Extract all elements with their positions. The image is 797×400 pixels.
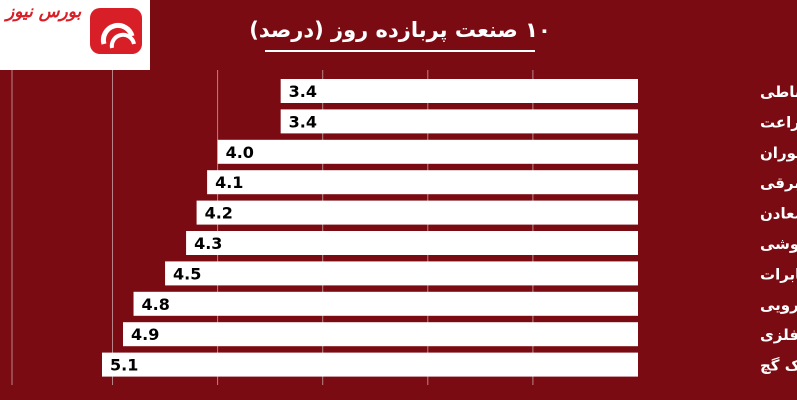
category-label: زراعت: [760, 113, 797, 131]
brand-logo: بورس نیوز: [0, 0, 150, 70]
category-label: هتل و رستوران: [760, 144, 797, 162]
title-underline: [265, 50, 535, 52]
bar: [196, 200, 638, 225]
logo-text: بورس نیوز: [6, 2, 82, 22]
bar: [280, 79, 638, 103]
data-label: 4.0: [226, 143, 254, 162]
data-label: 4.8: [142, 295, 170, 314]
logo-mark: [90, 8, 142, 54]
bar: [133, 291, 638, 316]
bar: [165, 261, 638, 286]
data-label: 3.4: [289, 82, 317, 101]
category-label: دارویی: [760, 296, 797, 314]
category-label: عمده فروشی: [760, 235, 797, 253]
bar: [280, 109, 638, 134]
data-label: 3.4: [289, 112, 317, 131]
bar: [207, 170, 639, 195]
category-label: کانی غیر فلزی: [760, 326, 797, 344]
data-label: 5.1: [110, 356, 138, 375]
category-label: وسایل ارتباطی: [760, 83, 797, 101]
bar: [186, 231, 638, 255]
chart-title: ۱۰ صنعت پربازده روز (درصد): [249, 18, 551, 42]
category-label: استخراج سایر معادن: [760, 205, 797, 223]
data-label: 4.9: [131, 325, 159, 344]
data-label: 4.3: [194, 234, 222, 253]
category-label: دستگاههای برقی: [760, 174, 797, 192]
data-label: 4.2: [205, 204, 233, 223]
data-label: 4.5: [173, 264, 201, 283]
bar: [123, 322, 639, 347]
data-label: 4.1: [215, 173, 243, 192]
category-label: سیمان آهک گچ: [760, 357, 797, 375]
category-label: مخابرات: [760, 265, 797, 283]
bar: [102, 352, 638, 377]
bar: [217, 139, 638, 164]
